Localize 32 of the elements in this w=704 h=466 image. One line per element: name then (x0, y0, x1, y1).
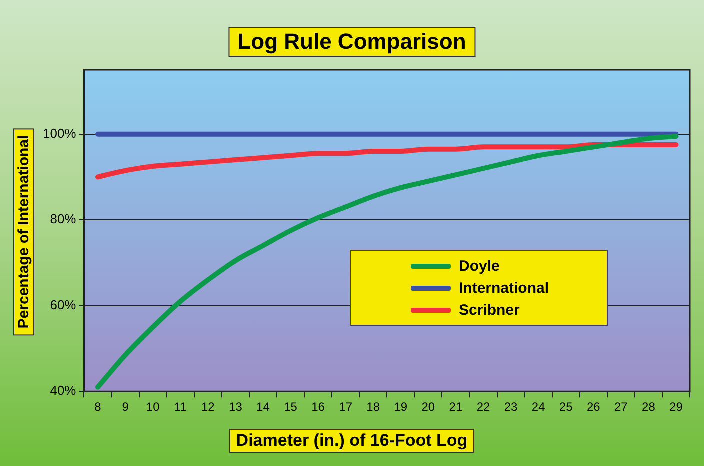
x-tick-label: 24 (532, 400, 546, 414)
legend-label: Doyle (459, 258, 500, 274)
x-tick-label: 23 (504, 400, 518, 414)
x-tick-label: 22 (476, 400, 490, 414)
legend-label: Scribner (459, 302, 520, 318)
y-tick-label: 40% (50, 383, 77, 398)
x-tick-label: 16 (312, 400, 326, 414)
y-tick-label: 60% (50, 297, 77, 312)
x-tick-label: 28 (642, 400, 656, 414)
legend-label: International (459, 280, 550, 296)
x-tick-label: 25 (559, 400, 574, 414)
chart-title: Log Rule Comparison (228, 27, 476, 57)
x-tick-label: 13 (229, 400, 243, 414)
x-tick-label: 15 (284, 400, 298, 414)
x-tick-label: 20 (422, 400, 436, 414)
x-tick-label: 14 (256, 400, 270, 414)
y-axis-title: Percentage of International (14, 128, 34, 336)
x-tick-label: 19 (394, 400, 408, 414)
x-tick-label: 18 (366, 400, 380, 414)
x-tick-label: 21 (449, 400, 463, 414)
y-tick-label: 100% (43, 126, 77, 141)
x-tick-label: 12 (201, 400, 216, 414)
x-tick-label: 26 (586, 400, 601, 414)
x-tick-label: 27 (614, 400, 628, 414)
x-tick-label: 11 (174, 400, 188, 414)
x-tick-label: 17 (339, 400, 353, 414)
x-tick-label: 10 (146, 400, 160, 414)
x-axis-title: Diameter (in.) of 16-Foot Log (229, 429, 475, 453)
y-tick-label: 80% (50, 212, 77, 227)
x-tick-label: 29 (670, 400, 684, 414)
x-tick-label: 9 (122, 400, 130, 414)
x-tick-label: 8 (94, 400, 102, 414)
